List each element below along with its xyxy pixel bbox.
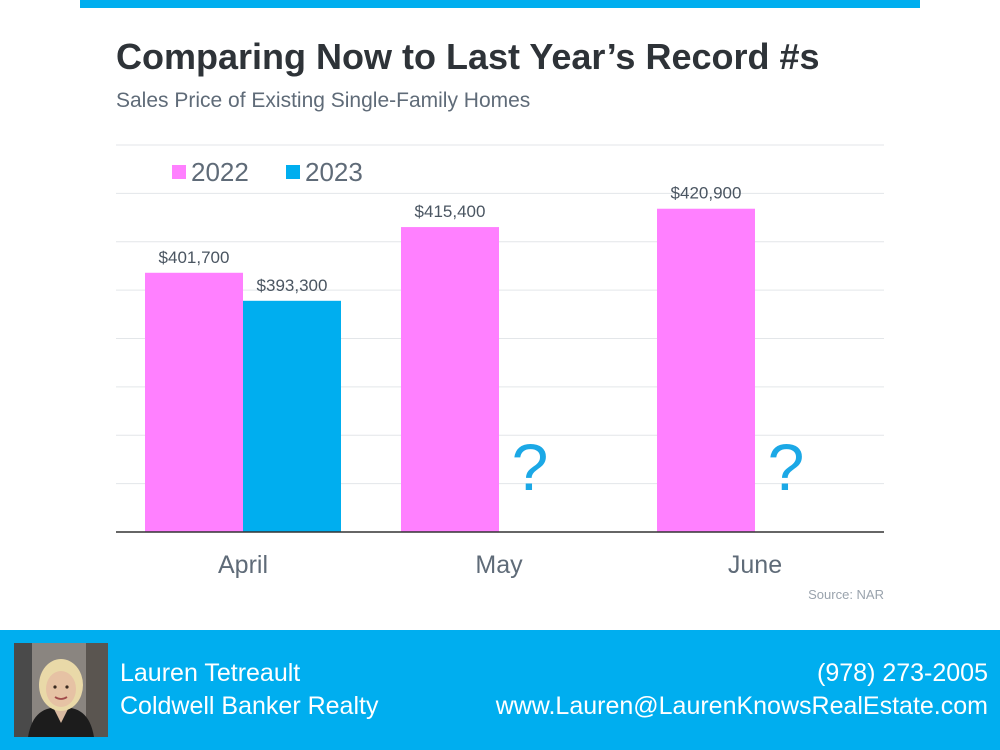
- bar-2022-june: [657, 208, 755, 532]
- agent-name: Lauren Tetreault: [120, 659, 301, 687]
- top-accent-bar: [80, 0, 920, 8]
- data-label-2022-may: $415,400: [415, 202, 486, 221]
- x-tick-label-june: June: [728, 551, 782, 579]
- data-label-2023-april: $393,300: [257, 276, 328, 295]
- bar-2022-may: [401, 227, 499, 533]
- agent-footer: Lauren Tetreault Coldwell Banker Realty …: [0, 630, 1000, 750]
- agent-website-link[interactable]: www.Lauren@LaurenKnowsRealEstate.com: [495, 692, 988, 720]
- agent-avatar: [14, 643, 108, 737]
- unknown-marker-2023-may: ?: [512, 430, 549, 504]
- chart-subtitle: Sales Price of Existing Single-Family Ho…: [116, 89, 531, 112]
- legend-label-2023: 2023: [305, 157, 363, 187]
- x-tick-label-may: May: [475, 551, 523, 579]
- agent-company: Coldwell Banker Realty: [120, 692, 379, 720]
- data-label-2022-april: $401,700: [159, 248, 230, 267]
- agent-phone[interactable]: (978) 273-2005: [817, 659, 988, 687]
- legend-swatch-2022: [172, 165, 186, 179]
- bar-chart: 2022 2023 $401,700 $393,300 April $415,400? Ma…: [116, 144, 884, 579]
- source-note: Source: NAR: [808, 587, 884, 602]
- bar-2023-april: [243, 300, 341, 532]
- x-tick-label-april: April: [218, 551, 268, 579]
- data-label-2022-june: $420,900: [671, 184, 742, 203]
- agent-photo-icon: [14, 643, 108, 737]
- bar-2022-april: [145, 272, 243, 532]
- chart-title: Comparing Now to Last Year’s Record #s: [116, 36, 820, 77]
- legend-swatch-2023: [286, 165, 300, 179]
- unknown-marker-2023-june: ?: [768, 430, 805, 504]
- legend-label-2022: 2022: [191, 157, 249, 187]
